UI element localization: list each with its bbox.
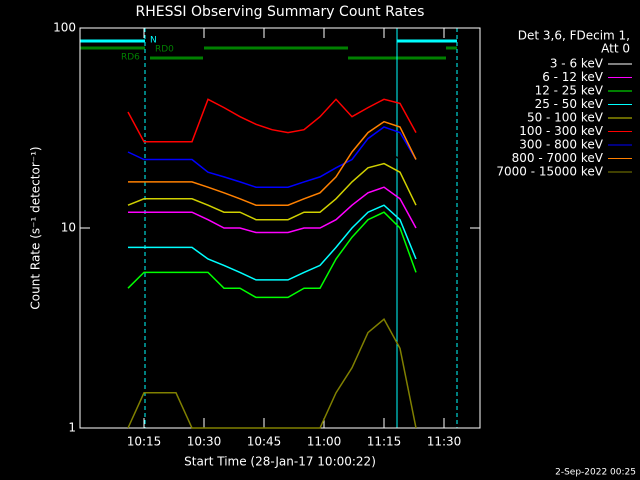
annotation: RD6 bbox=[121, 53, 140, 63]
legend-label: 25 - 50 keV bbox=[535, 97, 604, 111]
x-tick-label: 10:45 bbox=[247, 435, 282, 449]
legend-header: Att 0 bbox=[601, 42, 630, 56]
legend-label: 800 - 7000 keV bbox=[512, 151, 604, 165]
legend-label: 3 - 6 keV bbox=[550, 57, 604, 71]
x-axis-label: Start Time (28-Jan-17 10:00:22) bbox=[184, 455, 376, 469]
annotation: RD0 bbox=[155, 45, 174, 55]
legend-label: 12 - 25 keV bbox=[535, 84, 604, 98]
legend-label: 300 - 800 keV bbox=[519, 138, 603, 152]
series-line bbox=[127, 126, 417, 188]
x-tick-label: 10:15 bbox=[127, 435, 162, 449]
series-line bbox=[128, 120, 417, 206]
legend-label: 6 - 12 keV bbox=[542, 70, 604, 84]
series-line bbox=[128, 186, 417, 234]
y-tick-label: 1 bbox=[68, 421, 76, 435]
y-tick-label: 100 bbox=[53, 21, 76, 35]
legend-label: 50 - 100 keV bbox=[527, 111, 604, 125]
series-line bbox=[128, 204, 417, 281]
y-tick-label: 10 bbox=[61, 221, 76, 235]
x-tick-label: 11:00 bbox=[307, 435, 342, 449]
y-axis-label: Count Rate (s⁻¹ detector⁻¹) bbox=[29, 146, 43, 309]
legend-label: 7000 - 15000 keV bbox=[496, 165, 603, 179]
series-line bbox=[127, 211, 417, 299]
x-tick-label: 11:30 bbox=[427, 435, 462, 449]
series-line bbox=[127, 98, 417, 143]
series-line bbox=[127, 318, 417, 429]
x-tick-label: 10:30 bbox=[187, 435, 222, 449]
footer: 2-Sep-2022 00:25 bbox=[555, 468, 636, 478]
chart-title: RHESSI Observing Summary Count Rates bbox=[136, 4, 425, 20]
legend-label: 100 - 300 keV bbox=[519, 124, 603, 138]
x-tick-label: 11:15 bbox=[367, 435, 402, 449]
annotation: N bbox=[150, 36, 157, 46]
legend-header: Det 3,6, FDecim 1, bbox=[518, 29, 630, 43]
series-line bbox=[127, 162, 417, 221]
